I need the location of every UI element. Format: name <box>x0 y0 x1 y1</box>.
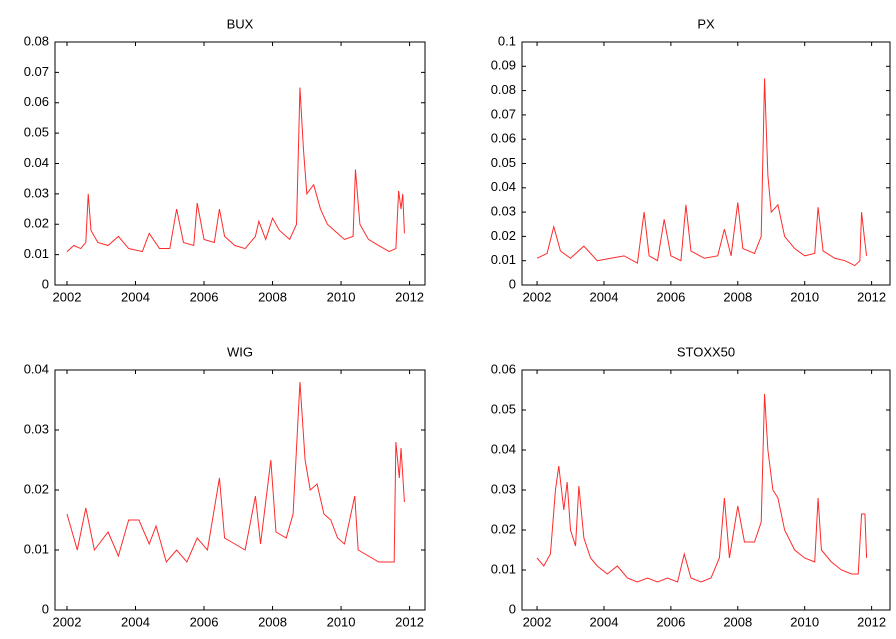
y-tick-label: 0.01 <box>491 561 516 576</box>
x-tick-label: 2010 <box>790 289 819 304</box>
subplot: WIG 0 0.01 0.02 0.03 0.04 2002 2004 2006 2008 2010… <box>24 344 426 629</box>
y-tick-label: 0.02 <box>24 481 49 496</box>
series-line <box>536 393 868 583</box>
y-tick-label: 0.05 <box>491 401 516 416</box>
y-tick-label: 0.05 <box>24 125 49 140</box>
x-tick-label: 2008 <box>723 289 752 304</box>
y-tick-label: 0.1 <box>498 33 516 48</box>
series-line <box>66 381 405 564</box>
y-tick-label: 0.07 <box>24 64 49 79</box>
y-tick-label: 0.01 <box>24 541 49 556</box>
y-tick-label: 0 <box>509 601 516 616</box>
axes-frame <box>54 41 426 286</box>
x-tick-label: 2012 <box>395 614 424 629</box>
y-tick-label: 0.08 <box>491 82 516 97</box>
y-tick-label: 0.06 <box>24 94 49 109</box>
y-tick-label: 0.04 <box>491 179 516 194</box>
x-tick-label: 2006 <box>656 289 685 304</box>
series-line <box>536 78 868 267</box>
y-tick-label: 0.06 <box>491 131 516 146</box>
y-tick-label: 0.04 <box>24 155 49 170</box>
x-tick-label: 2010 <box>327 289 356 304</box>
x-tick-label: 2004 <box>590 614 619 629</box>
y-tick-label: 0.03 <box>24 185 49 200</box>
axes-frame <box>54 369 426 611</box>
axes-frame <box>521 41 891 286</box>
y-tick-label: 0.04 <box>491 441 516 456</box>
x-tick-label: 2006 <box>656 614 685 629</box>
x-tick-label: 2008 <box>258 289 287 304</box>
x-tick-label: 2008 <box>258 614 287 629</box>
y-tick-label: 0.04 <box>24 361 49 376</box>
x-tick-label: 2012 <box>395 289 424 304</box>
y-tick-label: 0 <box>509 276 516 291</box>
x-tick-label: 2010 <box>327 614 356 629</box>
x-tick-label: 2004 <box>590 289 619 304</box>
y-tick-label: 0 <box>42 601 49 616</box>
x-tick-label: 2006 <box>190 289 219 304</box>
x-tick-label: 2004 <box>121 614 150 629</box>
y-tick-label: 0.09 <box>491 58 516 73</box>
x-tick-label: 2004 <box>121 289 150 304</box>
subplot-title: PX <box>697 16 715 31</box>
y-tick-label: 0 <box>42 276 49 291</box>
x-tick-label: 2012 <box>857 289 886 304</box>
y-tick-label: 0.01 <box>491 252 516 267</box>
axes-frame <box>521 369 891 611</box>
series-line <box>66 87 405 253</box>
x-tick-label: 2002 <box>523 289 552 304</box>
x-tick-label: 2012 <box>857 614 886 629</box>
subplot-title: STOXX50 <box>677 344 735 359</box>
x-tick-label: 2002 <box>523 614 552 629</box>
x-tick-label: 2008 <box>723 614 752 629</box>
y-tick-label: 0.02 <box>491 521 516 536</box>
y-tick-label: 0.07 <box>491 106 516 121</box>
y-tick-label: 0.02 <box>24 216 49 231</box>
x-tick-label: 2002 <box>53 289 82 304</box>
subplot-title: WIG <box>227 344 253 359</box>
y-tick-label: 0.03 <box>24 421 49 436</box>
subplot: PX 0 0.01 0.02 0.03 0.04 0.05 0.06 0.07 0.08 0.09 0… <box>491 16 891 304</box>
x-tick-label: 2002 <box>53 614 82 629</box>
subplot: BUX 0 0.01 0.02 0.03 0.04 0.05 0.06 0.07 0.08 2002… <box>24 16 426 304</box>
y-tick-label: 0.03 <box>491 481 516 496</box>
subplot-title: BUX <box>227 16 254 31</box>
y-tick-label: 0.06 <box>491 361 516 376</box>
y-tick-label: 0.01 <box>24 246 49 261</box>
y-tick-label: 0.08 <box>24 33 49 48</box>
x-tick-label: 2006 <box>190 614 219 629</box>
x-tick-label: 2010 <box>790 614 819 629</box>
y-tick-label: 0.05 <box>491 155 516 170</box>
y-tick-label: 0.03 <box>491 204 516 219</box>
subplot: STOXX50 0 0.01 0.02 0.03 0.04 0.05 0.06 2002 2004… <box>491 344 891 629</box>
y-tick-label: 0.02 <box>491 228 516 243</box>
